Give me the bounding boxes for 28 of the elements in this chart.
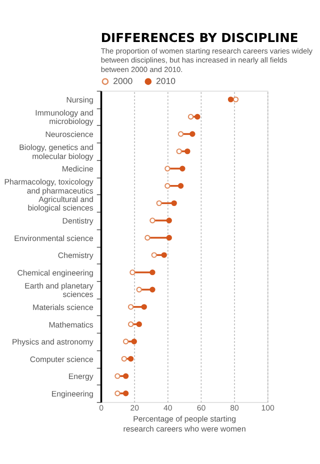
- y-tick-label: Environmental science: [14, 234, 94, 243]
- y-tick-label: Dentistry: [62, 216, 94, 226]
- legend-label: 2000: [113, 76, 133, 86]
- x-axis-title: Percentage of people starting research careers who were women: [123, 414, 246, 434]
- y-tick-label: Pharmacology, toxicology and pharmaceutics: [4, 178, 94, 196]
- y-tick-label: Neuroscience: [45, 130, 94, 140]
- y-tick-label: Chemical engineering: [17, 268, 94, 278]
- y-tick-label: Nursing: [66, 96, 94, 104]
- y-tick-label: Mathematics: [48, 320, 94, 330]
- x-tick-label: 80: [230, 403, 240, 412]
- x-tick-label: 20: [130, 403, 140, 412]
- y-tick-label: Immunology and microbiology: [35, 108, 94, 126]
- y-tick-label: Computer science: [30, 354, 94, 364]
- x-tick-label: 100: [261, 403, 276, 412]
- chart-title: DIFFERENCES BY DISCIPLINE: [100, 31, 298, 46]
- y-tick-label: Materials science: [32, 302, 94, 312]
- y-tick-label: Engineering: [51, 389, 94, 398]
- y-tick-label: Agricultural and biological sciences: [28, 194, 94, 213]
- y-tick-label: Earth and planetary sciences: [24, 281, 94, 300]
- y-tick-label: Physics and astronomy: [12, 338, 94, 347]
- x-tick-label: 40: [164, 403, 173, 412]
- y-tick-label: Medicine: [62, 164, 94, 174]
- x-tick-label: 60: [196, 403, 206, 412]
- x-tick-label: 0: [99, 403, 104, 412]
- legend-label: 2010: [156, 76, 176, 86]
- y-tick-label: Biology, genetics and molecular biology: [19, 142, 94, 161]
- y-tick-label: Energy: [68, 372, 94, 382]
- y-tick-label: Chemistry: [58, 251, 94, 260]
